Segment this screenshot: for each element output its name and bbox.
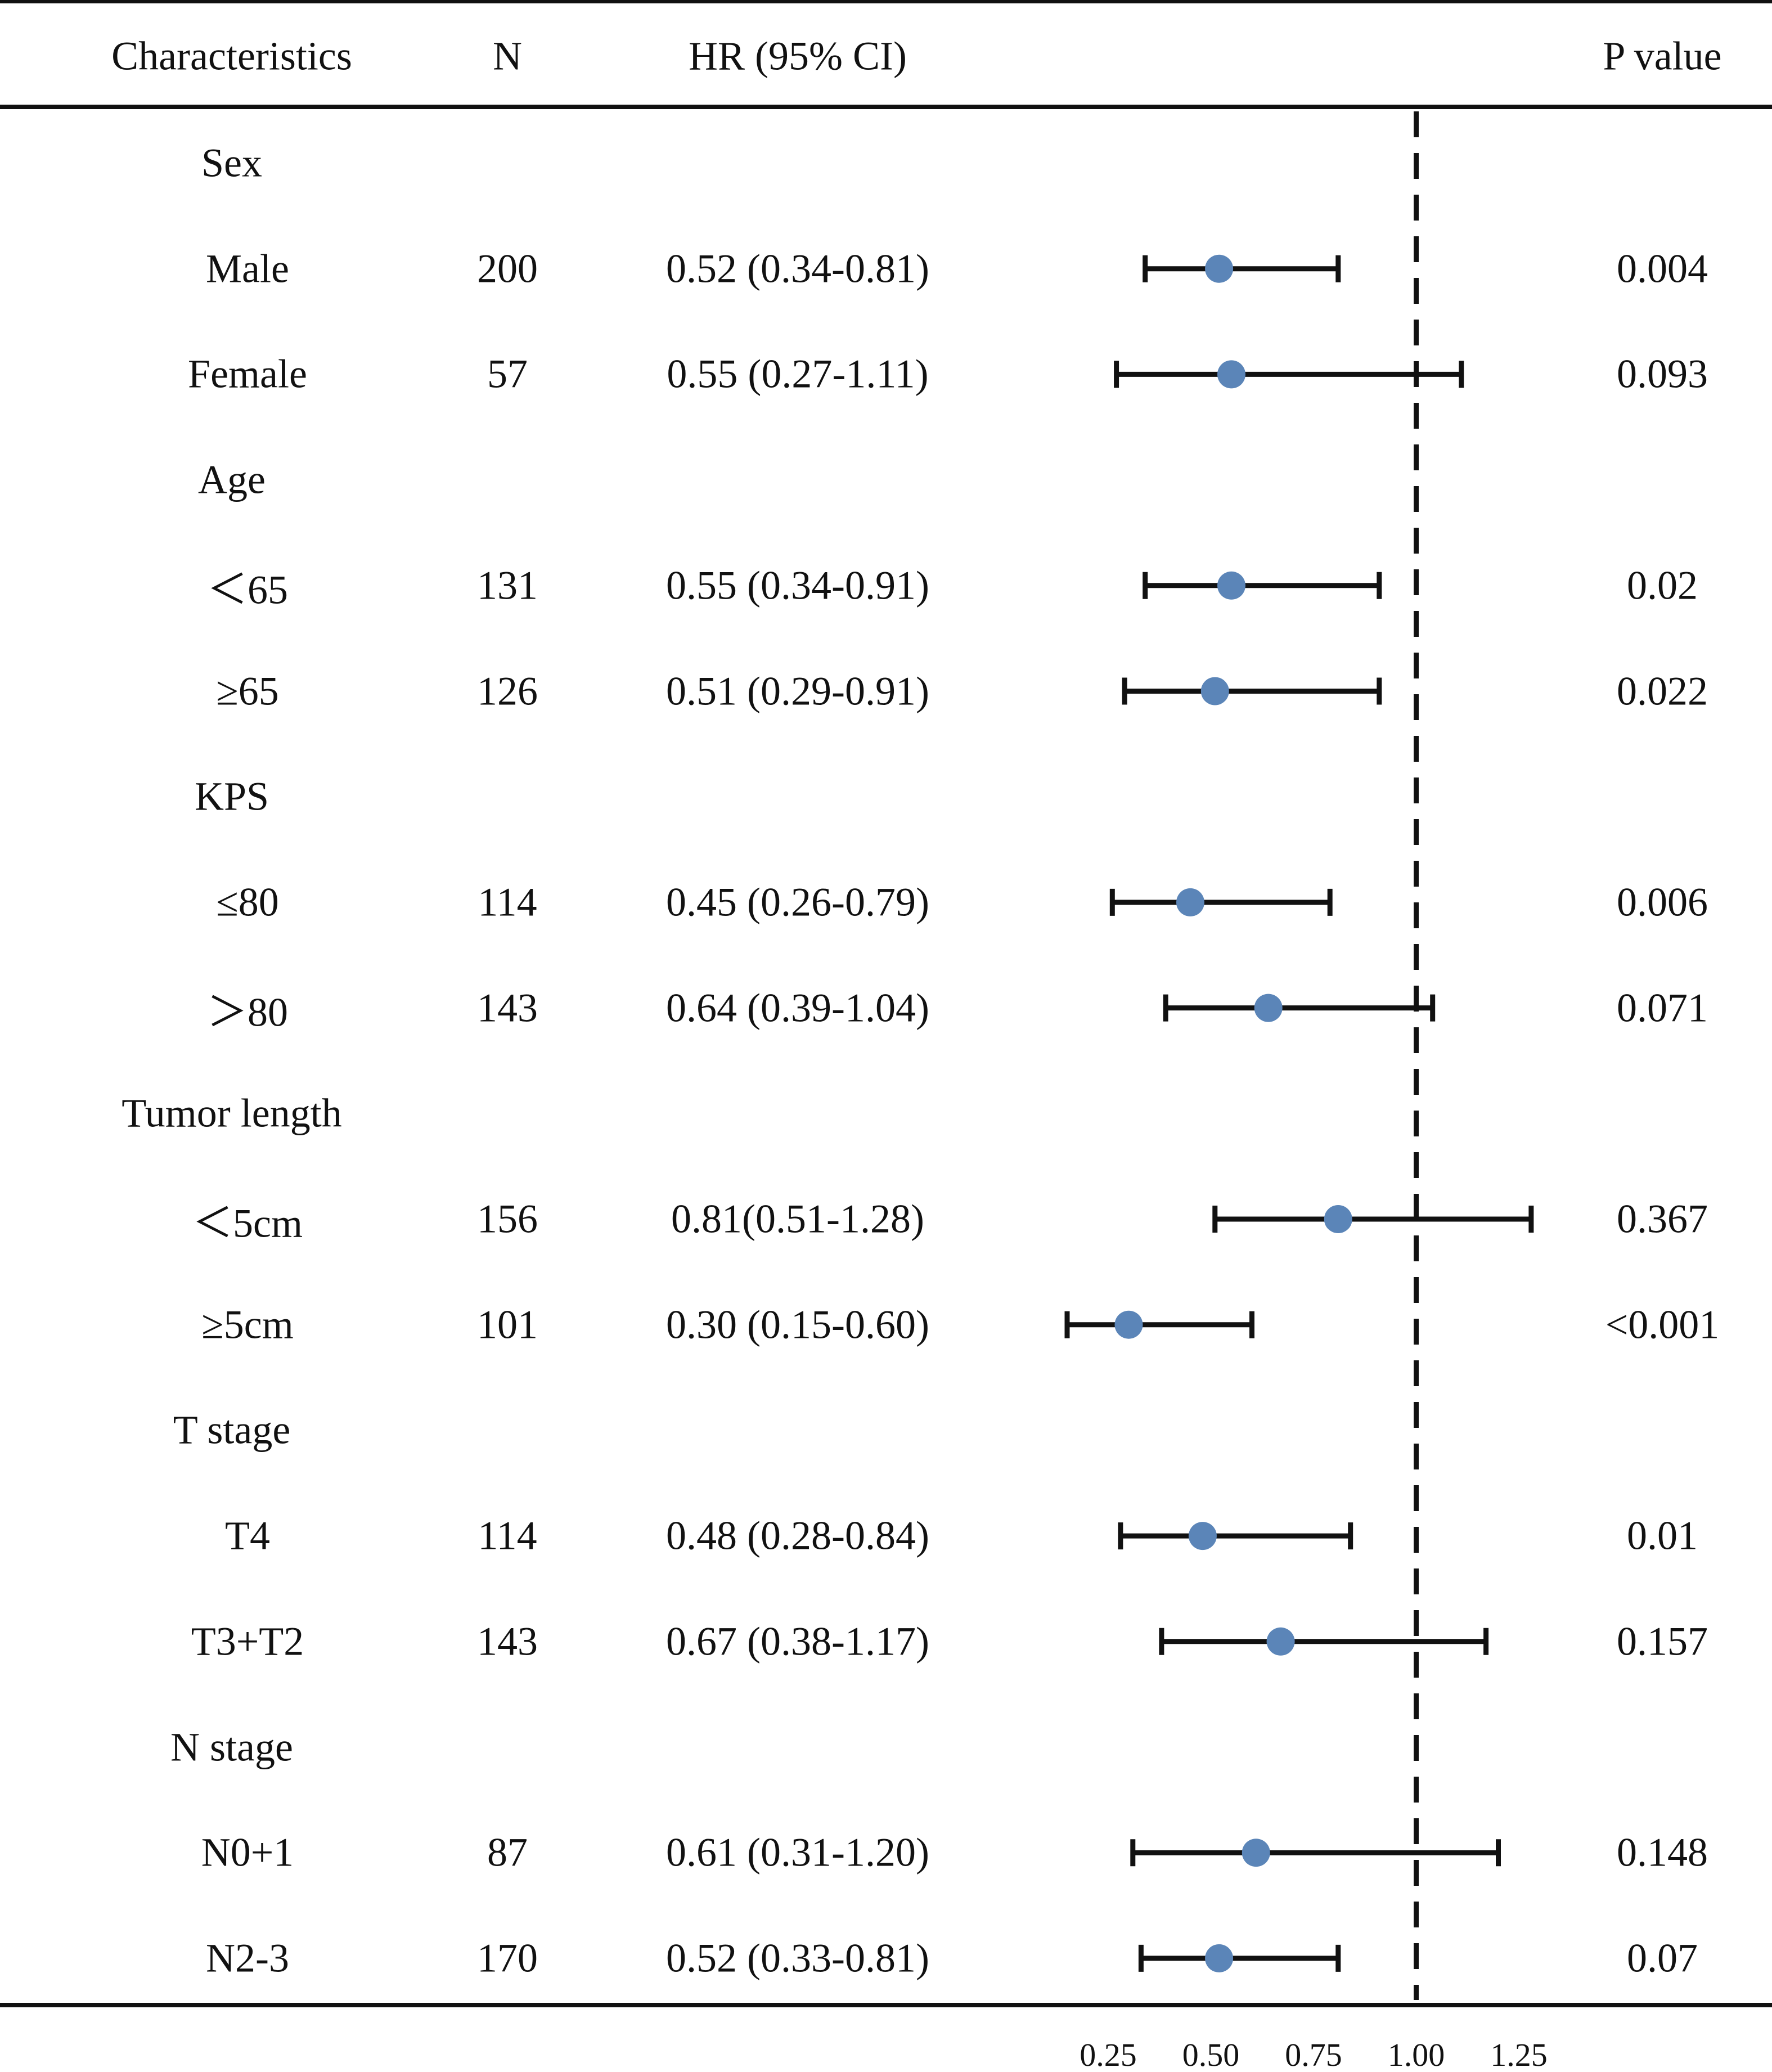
row-p-value: 0.07 xyxy=(1627,1935,1698,1981)
row-hr-ci: 0.45 (0.26-0.79) xyxy=(666,879,929,925)
row-label: ≤80 xyxy=(216,879,279,925)
row-label: Female xyxy=(188,351,307,397)
hr-point xyxy=(1254,994,1283,1022)
row-p-value: 0.004 xyxy=(1617,246,1708,291)
row-n: 114 xyxy=(478,1513,537,1558)
group-label: Age xyxy=(198,457,266,502)
hr-point xyxy=(1114,1310,1143,1339)
row-p-value: 0.367 xyxy=(1617,1196,1708,1242)
row-hr-ci: 0.55 (0.27-1.11) xyxy=(667,351,929,397)
row-hr-ci: 0.81(0.51-1.28) xyxy=(671,1196,924,1242)
hr-point xyxy=(1205,1944,1234,1972)
row-n: 101 xyxy=(477,1302,538,1347)
hr-point xyxy=(1242,1839,1270,1867)
row-p-value: 0.157 xyxy=(1617,1619,1708,1664)
header-hr: HR (95% CI) xyxy=(689,33,907,79)
group-label: N stage xyxy=(170,1724,293,1769)
row-label: T4 xyxy=(225,1513,270,1558)
row-n: 200 xyxy=(477,246,538,291)
row-n: 131 xyxy=(477,563,538,608)
row-label: ＜65 xyxy=(206,567,289,613)
row-hr-ci: 0.55 (0.34-0.91) xyxy=(666,563,929,608)
group-label: Sex xyxy=(201,140,262,186)
x-tick-label: 0.25 xyxy=(1080,2037,1137,2072)
hr-point xyxy=(1324,1205,1352,1233)
header-n: N xyxy=(493,33,522,79)
row-hr-ci: 0.52 (0.34-0.81) xyxy=(666,246,929,291)
row-hr-ci: 0.67 (0.38-1.17) xyxy=(666,1619,929,1664)
row-hr-ci: 0.61 (0.31-1.20) xyxy=(666,1830,929,1875)
row-p-value: 0.022 xyxy=(1617,668,1708,713)
row-label: N0+1 xyxy=(201,1830,294,1875)
header-rule xyxy=(0,105,1772,109)
top-rule xyxy=(0,0,1772,3)
group-label: Tumor length xyxy=(122,1090,342,1136)
row-p-value: 0.01 xyxy=(1627,1513,1698,1558)
header-p-value: P value xyxy=(1603,33,1722,79)
hr-point xyxy=(1205,254,1234,283)
hr-point xyxy=(1176,888,1204,916)
hr-point xyxy=(1200,677,1229,705)
row-p-value: 0.02 xyxy=(1627,563,1698,608)
row-hr-ci: 0.51 (0.29-0.91) xyxy=(666,668,929,713)
row-p-value: 0.093 xyxy=(1617,351,1708,397)
row-label: Male xyxy=(206,246,289,291)
row-n: 143 xyxy=(477,985,538,1031)
row-n: 57 xyxy=(487,351,528,397)
row-n: 87 xyxy=(487,1830,528,1875)
row-n: 170 xyxy=(477,1935,538,1981)
x-tick-label: 0.50 xyxy=(1182,2037,1240,2072)
row-label: T3+T2 xyxy=(191,1619,304,1664)
row-hr-ci: 0.48 (0.28-0.84) xyxy=(666,1513,929,1558)
hr-point xyxy=(1217,571,1245,600)
row-label: ≥5cm xyxy=(201,1302,294,1347)
header-characteristics: Characteristics xyxy=(111,33,352,79)
x-tick-label: 1.00 xyxy=(1388,2037,1445,2072)
row-n: 114 xyxy=(478,879,537,925)
row-label: ≥65 xyxy=(216,668,279,713)
row-n: 156 xyxy=(477,1196,538,1242)
x-tick-label: 0.75 xyxy=(1285,2037,1342,2072)
hr-point xyxy=(1266,1627,1295,1656)
hr-point xyxy=(1217,360,1245,389)
row-p-value: 0.148 xyxy=(1617,1830,1708,1875)
row-hr-ci: 0.52 (0.33-0.81) xyxy=(666,1935,929,1981)
bottom-rule xyxy=(0,2003,1772,2007)
row-p-value: 0.006 xyxy=(1617,879,1708,925)
row-label: N2-3 xyxy=(206,1935,289,1981)
hr-point xyxy=(1188,1522,1217,1550)
row-label: ＜5cm xyxy=(192,1201,303,1246)
row-p-value: <0.001 xyxy=(1605,1302,1720,1347)
row-hr-ci: 0.30 (0.15-0.60) xyxy=(666,1302,929,1347)
group-label: KPS xyxy=(194,774,269,819)
row-p-value: 0.071 xyxy=(1617,985,1708,1031)
group-label: T stage xyxy=(173,1407,291,1453)
x-tick-label: 1.25 xyxy=(1490,2037,1548,2072)
row-n: 126 xyxy=(477,668,538,713)
row-label: ＞80 xyxy=(206,990,289,1035)
row-n: 143 xyxy=(477,1619,538,1664)
row-hr-ci: 0.64 (0.39-1.04) xyxy=(666,985,929,1031)
